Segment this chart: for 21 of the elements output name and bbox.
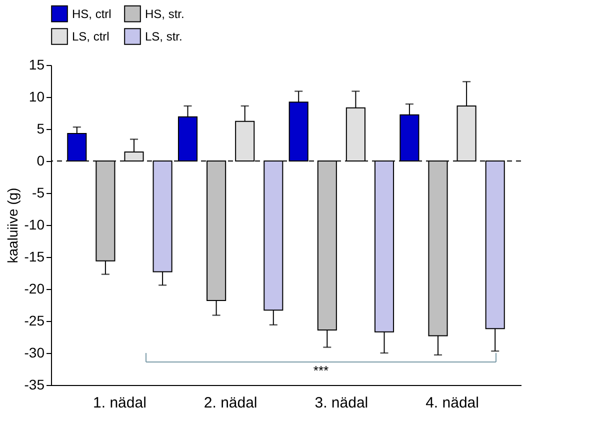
x-tick-label: 4. nädal <box>426 394 479 412</box>
legend-label: HS, str. <box>145 6 184 21</box>
y-tick-label: -25 <box>24 312 45 328</box>
legend-label: HS, ctrl <box>72 6 112 21</box>
legend-label: LS, str. <box>145 30 182 44</box>
y-tick-label: 10 <box>28 88 45 104</box>
y-tick-label: -15 <box>24 248 45 264</box>
y-tick-label: 15 <box>28 56 45 72</box>
y-tick-label: 0 <box>36 152 45 168</box>
x-tick-label: 3. nädal <box>314 394 368 412</box>
y-axis-title: kaaluiive (g) <box>4 188 20 264</box>
y-tick-label: -35 <box>24 376 45 392</box>
y-tick-label: -5 <box>32 184 45 200</box>
y-tick-label: -20 <box>24 280 45 296</box>
y-tick-label: -30 <box>24 344 45 360</box>
x-tick-label: 2. nädal <box>204 394 258 412</box>
annotation: *** <box>313 362 329 378</box>
legend-label: LS, ctrl <box>72 30 110 44</box>
y-tick-label: -10 <box>24 216 45 232</box>
x-tick-label: 1. nädal <box>93 394 146 412</box>
y-tick-label: 5 <box>36 120 45 136</box>
